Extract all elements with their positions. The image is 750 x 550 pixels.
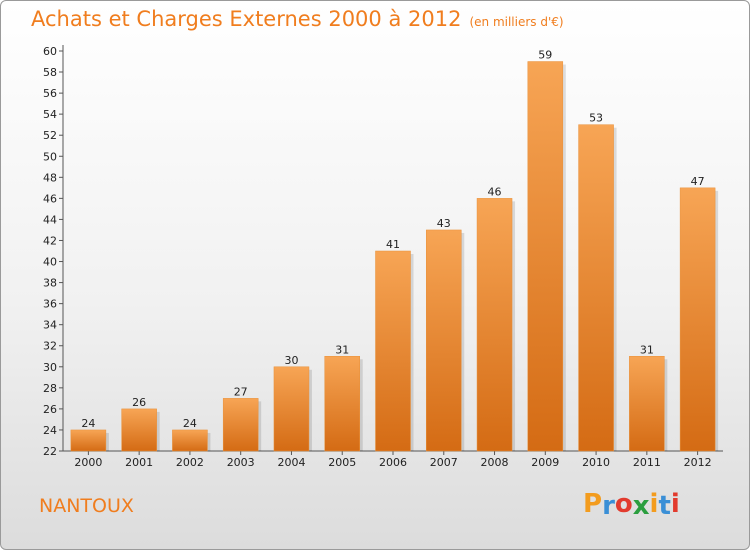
data-label-2009: 59 [538,49,552,62]
y-tick-label: 40 [43,256,57,269]
logo-letter: i [670,489,680,519]
logo-letter: i [649,489,659,519]
y-tick-label: 46 [43,192,57,205]
bar-2005 [324,356,360,452]
logo-letter: P [583,489,603,519]
data-label-2001: 26 [132,396,146,409]
x-tick-label-2012: 2012 [684,456,712,469]
data-label-2000: 24 [81,417,95,430]
logo-letter: r [602,491,615,521]
data-label-2007: 43 [437,217,451,230]
bar-2001 [121,408,157,452]
x-tick-label-2008: 2008 [481,456,509,469]
bar-2010 [578,124,614,452]
data-label-2010: 53 [589,112,603,125]
chart-bars [70,61,719,452]
data-label-2008: 46 [488,185,502,198]
chart-title: Achats et Charges Externes 2000 à 2012 (e… [31,7,564,31]
data-label-2012: 47 [691,175,705,188]
y-tick-label: 58 [43,66,57,79]
logo-letter: x [632,491,650,521]
x-tick-label-2010: 2010 [582,456,610,469]
y-tick-label: 30 [43,361,57,374]
y-tick-label: 54 [43,108,57,121]
y-tick-label: 56 [43,87,57,100]
x-tick-label-2004: 2004 [277,456,305,469]
data-label-2003: 27 [234,385,248,398]
proxiti-logo: Proxiti [583,489,680,521]
bar-2000 [70,429,107,452]
y-tick-label: 36 [43,298,57,311]
data-label-2005: 31 [335,343,349,356]
data-label-2002: 24 [183,417,197,430]
x-tick-label-2002: 2002 [176,456,204,469]
logo-letter: t [658,491,671,521]
bar-2007 [426,229,462,452]
bar-2003 [222,398,259,452]
bar-2011 [629,356,665,452]
y-tick-label: 44 [43,213,57,226]
bar-2004 [273,366,310,452]
y-tick-label: 26 [43,403,57,416]
y-tick-label: 42 [43,234,57,247]
x-tick-label-2011: 2011 [633,456,661,469]
y-tick-label: 48 [43,171,57,184]
y-tick-label: 38 [43,277,57,290]
x-tick-label-2000: 2000 [74,456,102,469]
place-name: NANTOUX [39,495,134,517]
bar-2006 [375,250,411,452]
chart-labels: 2000 24 2001 26 2002 24 2003 27 2004 30 2005 31 2006… [74,49,711,469]
y-tick-label: 24 [43,424,57,437]
chart-subtitle: (en milliers d'€) [469,15,564,29]
data-label-2006: 41 [386,238,400,251]
bar-2002 [172,429,208,452]
y-tick-label: 50 [43,150,57,163]
x-tick-label-2003: 2003 [227,456,255,469]
x-tick-label-2006: 2006 [379,456,407,469]
y-tick-label: 34 [43,319,57,332]
y-tick-label: 32 [43,340,57,353]
y-tick-label: 22 [43,445,57,458]
x-tick-label-2005: 2005 [328,456,356,469]
bar-2012 [679,187,716,452]
x-tick-label-2007: 2007 [430,456,458,469]
x-tick-label-2001: 2001 [125,456,153,469]
y-tick-label: 60 [43,45,57,58]
y-tick-label: 28 [43,382,57,395]
x-tick-label-2009: 2009 [531,456,559,469]
data-label-2004: 30 [284,354,298,367]
y-tick-label: 52 [43,129,57,142]
chart-title-text: Achats et Charges Externes 2000 à 2012 [31,7,462,31]
bar-2009 [527,61,564,452]
chart-axes: 22 24 26 28 30 32 34 36 38 40 42 44 46 48 50 52 54 56 58 60 [43,45,723,458]
logo-letter: o [614,489,633,519]
data-label-2011: 31 [640,343,654,356]
bar-2008 [476,198,513,452]
